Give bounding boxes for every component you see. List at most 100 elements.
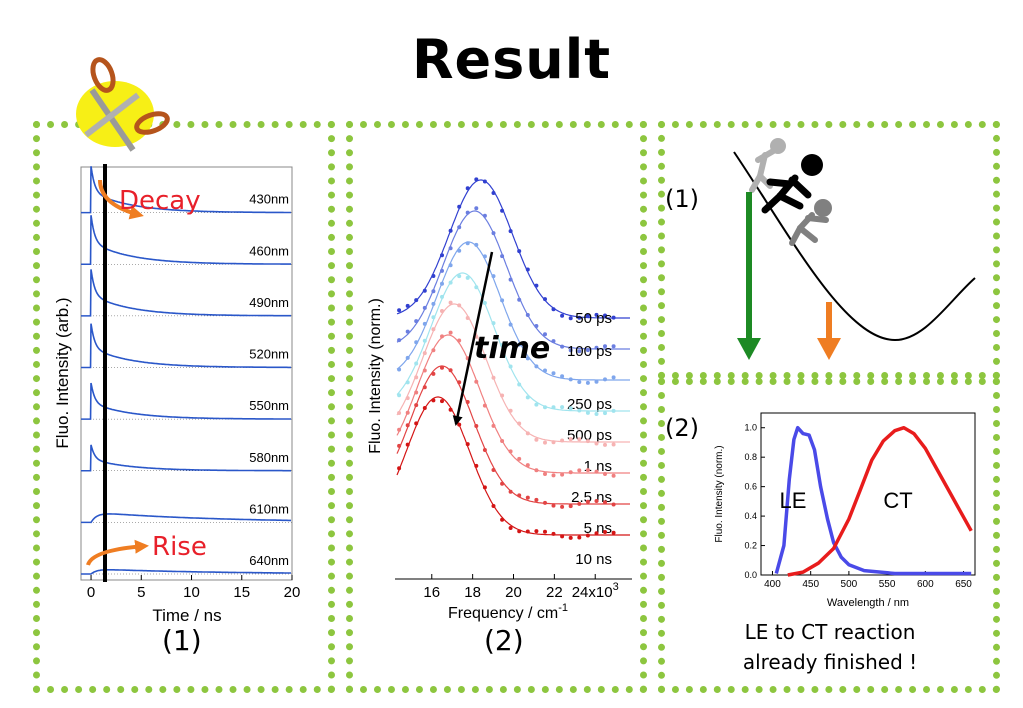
spectrum-point — [440, 281, 444, 286]
time-label: time — [474, 331, 550, 366]
spectrum-point — [457, 380, 462, 385]
le-ct-x-tick-label: 650 — [955, 579, 972, 590]
spectrum-point — [551, 307, 556, 312]
spectrum-point — [594, 379, 599, 384]
spectrum-point — [457, 204, 462, 209]
spectrum-point — [405, 423, 410, 428]
le-ct-y-tick-label: 0.6 — [744, 482, 757, 492]
spectrum-point — [508, 364, 513, 369]
spectrum-point — [397, 427, 402, 432]
spectrum-point — [585, 468, 590, 473]
stick-figure-icon — [749, 138, 832, 246]
spectrum-point — [517, 421, 522, 426]
spectrum-point — [474, 463, 479, 468]
ct-label: CT — [883, 488, 912, 513]
le-ct-ylabel: Fluo. Intensity (norm.) — [714, 445, 725, 542]
spectrum-point — [491, 504, 496, 508]
spectrum-point — [397, 393, 402, 398]
spectrum-point — [594, 531, 599, 536]
spectrum-point — [448, 280, 453, 285]
spectrum-point — [568, 406, 573, 411]
spectrum-label: 50 ps — [575, 310, 612, 327]
spectrum-point — [397, 411, 402, 415]
spectrum-point — [482, 485, 487, 490]
spectrum-point — [517, 249, 522, 254]
spectrum-point — [431, 289, 436, 294]
spectrum-fit-50 ps — [396, 179, 630, 319]
spectrum-point — [414, 390, 419, 395]
decay-trace-490nm — [81, 269, 291, 317]
spectrum-point — [551, 405, 556, 410]
spectrum-point — [525, 395, 530, 400]
spectrum-point — [560, 405, 565, 410]
spectrum-point — [568, 504, 573, 509]
spectrum-point — [560, 438, 565, 443]
spectrum-point — [431, 348, 436, 353]
spectrum-point — [543, 405, 547, 410]
spectrum-label: 100 ps — [567, 343, 612, 360]
spectrum-point — [585, 348, 590, 353]
spectrum-point — [568, 437, 573, 442]
spectrum-point — [534, 364, 539, 369]
spectrum-point — [611, 408, 616, 413]
spectrum-point — [551, 440, 556, 445]
spectrum-point — [585, 439, 590, 444]
potential-curve — [733, 151, 976, 342]
spectrum-fit-2.5 ns — [396, 334, 630, 474]
spectrum-label: 10 ns — [575, 551, 612, 568]
spectrum-fit-250 ps — [396, 241, 630, 381]
le-ct-y-tick-label: 0.4 — [744, 511, 757, 521]
spectrum-point — [440, 334, 444, 339]
spectrum-point — [525, 313, 530, 317]
spectrum-point — [603, 411, 607, 416]
spectrum-point — [560, 313, 565, 318]
orange-arrow-head — [817, 338, 841, 360]
decay-x-tick-label: 15 — [233, 584, 250, 601]
spectrum-point — [465, 186, 470, 191]
decay-trace-640nm — [81, 569, 291, 575]
spectrum-point — [568, 377, 573, 382]
time-arrow — [452, 251, 494, 426]
spectrum-point — [414, 403, 419, 408]
spectrum-point — [525, 356, 530, 361]
le-ct-series-CT — [787, 425, 973, 577]
spectrum-point — [525, 267, 530, 272]
decay-trace-label: 610nm — [249, 501, 289, 516]
spectrum-point — [560, 534, 565, 539]
spectrum-point — [603, 500, 607, 505]
spectrum-point — [551, 371, 556, 376]
spectra-x-tick-label: 16 — [423, 584, 440, 601]
spectrum-point — [594, 312, 599, 317]
spectrum-point — [431, 274, 436, 278]
spectrum-point — [543, 332, 547, 337]
spectrum-fit-10 ns — [396, 396, 630, 536]
spectrum-point — [543, 529, 547, 534]
spectrum-point — [448, 368, 453, 373]
spectrum-point — [431, 301, 436, 306]
spectrum-point — [457, 248, 462, 253]
spectrum-point — [517, 297, 522, 302]
decay-x-tick-label: 20 — [284, 584, 301, 601]
spectrum-point — [551, 339, 556, 344]
spectrum-point — [491, 231, 496, 236]
conclusion-line-2: already finished ! — [742, 650, 918, 674]
spectrum-point — [577, 501, 582, 506]
decay-trace-460nm — [81, 215, 291, 266]
spectrum-point — [491, 191, 496, 195]
spectrum-point — [397, 443, 402, 448]
spectrum-point — [560, 374, 565, 379]
decay-trace-label: 550nm — [249, 398, 289, 413]
le-ct-y-tick-label: 0.8 — [744, 452, 757, 462]
decay-x-tick-label: 10 — [183, 584, 200, 601]
spectrum-point — [414, 319, 419, 324]
conclusion-line-1: LE to CT reaction — [744, 620, 916, 644]
spectrum-point — [594, 441, 599, 446]
spectrum-point — [525, 495, 530, 500]
spectrum-point — [422, 368, 427, 373]
spectrum-point — [414, 361, 419, 366]
spectrum-point — [397, 367, 402, 372]
spectrum-point — [585, 533, 590, 538]
spectrum-point — [465, 275, 470, 280]
spectrum-point — [482, 448, 487, 452]
spectrum-point — [397, 338, 402, 343]
